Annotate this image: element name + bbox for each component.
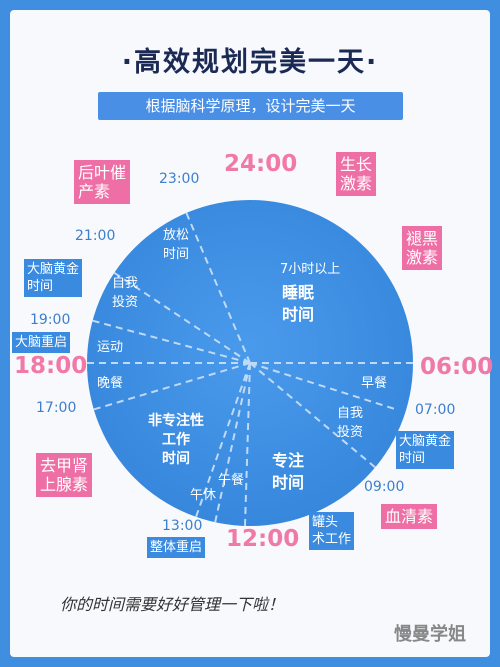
divider-1900 bbox=[89, 319, 251, 364]
self-invest-morning-label: 自我 投资 bbox=[337, 406, 364, 440]
brain-golden-morning-tag: 大脑黄金 时间 bbox=[396, 431, 455, 469]
self-invest-evening-label: 自我 投资 bbox=[112, 276, 139, 310]
divider-2300 bbox=[185, 211, 251, 364]
overall-reset-tag: 整体重启 bbox=[147, 537, 206, 558]
time-1900: 19:00 bbox=[30, 312, 71, 328]
divider-0700 bbox=[249, 362, 399, 411]
time-2100: 21:00 bbox=[75, 228, 116, 244]
time-2400: 24:00 bbox=[224, 151, 298, 177]
lunch-label: 午餐 bbox=[218, 473, 245, 488]
brain-reset-tag: 大脑重启 bbox=[12, 332, 71, 353]
page-title: ·高效规划完美一天· bbox=[121, 47, 379, 78]
footer-message: 你的时间需要好好管理一下啦！ bbox=[60, 595, 285, 614]
hormone-oxytocin-tag: 后叶催 产素 bbox=[74, 160, 131, 204]
time-1200: 12:00 bbox=[226, 526, 300, 552]
time-1700: 17:00 bbox=[36, 400, 77, 416]
hormone-serotonin-tag: 血清素 bbox=[381, 504, 438, 529]
relax-label: 放松 时间 bbox=[163, 228, 190, 262]
time-1300: 13:00 bbox=[162, 518, 203, 534]
sleep-duration-label: 7小时以上 bbox=[280, 262, 341, 277]
time-0900: 09:00 bbox=[364, 479, 405, 495]
hormone-melatonin-tag: 褪黑 激素 bbox=[402, 226, 443, 270]
sleep-label: 睡眠 时间 bbox=[282, 283, 315, 324]
exercise-label: 运动 bbox=[97, 340, 124, 355]
nonfocus-work-label: 非专注性 工作 时间 bbox=[148, 413, 204, 467]
focus-time-label: 专注 时间 bbox=[272, 451, 305, 492]
divider-2100 bbox=[109, 269, 251, 364]
divider-1700 bbox=[91, 362, 251, 411]
hormone-norepinephrine-tag: 去甲肾 上腺素 bbox=[36, 453, 93, 497]
brain-golden-evening-tag: 大脑黄金 时间 bbox=[24, 259, 83, 297]
nap-label: 午休 bbox=[190, 488, 217, 503]
time-0600: 06:00 bbox=[420, 354, 494, 380]
divider-1230a bbox=[214, 362, 251, 524]
divider-0900 bbox=[249, 362, 377, 469]
time-2300: 23:00 bbox=[159, 171, 200, 187]
divider-1300 bbox=[195, 362, 251, 518]
divider-1200 bbox=[244, 362, 251, 527]
time-0700: 07:00 bbox=[415, 402, 456, 418]
breakfast-label: 早餐 bbox=[361, 376, 388, 391]
cans-work-tag: 罐头 术工作 bbox=[309, 512, 355, 550]
hormone-growth-tag: 生长 激素 bbox=[336, 152, 377, 196]
page-subtitle: 根据脑科学原理，设计完美一天 bbox=[86, 92, 415, 120]
dinner-label: 晚餐 bbox=[97, 376, 124, 391]
brand-watermark: 慢曼学姐 bbox=[394, 624, 466, 645]
time-1800: 18:00 bbox=[14, 353, 88, 379]
